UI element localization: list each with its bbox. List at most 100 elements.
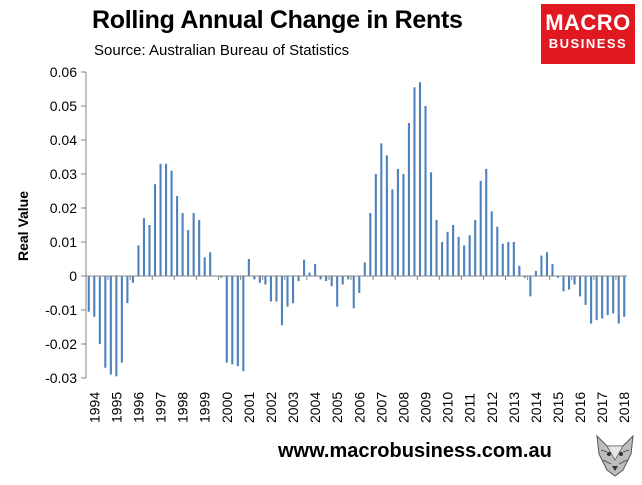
bar: [220, 276, 223, 278]
y-tick-label: 0: [69, 268, 77, 284]
bar: [551, 264, 554, 276]
bar: [507, 242, 510, 276]
x-tick-label: 2015: [550, 392, 566, 423]
bar: [479, 180, 482, 276]
bar: [98, 276, 101, 344]
bar: [264, 276, 267, 285]
x-tick-label: 1999: [197, 392, 213, 423]
bar: [291, 276, 295, 304]
fox-icon: [593, 430, 637, 480]
bar: [540, 255, 543, 276]
bar: [567, 276, 571, 290]
y-tick-label: 0.01: [50, 234, 77, 250]
bar: [131, 276, 134, 283]
bar: [225, 276, 228, 363]
bar: [358, 276, 361, 293]
x-tick-label: 2004: [307, 392, 323, 423]
y-tick-label: -0.02: [45, 336, 77, 352]
bar: [247, 259, 250, 276]
bar: [374, 174, 377, 276]
y-axis: 0.06 0.05 0.04 0.03 0.02 0.01 0 -0.01 -0.02 -0.03: [45, 64, 87, 386]
bar: [534, 270, 537, 276]
bar: [545, 252, 549, 276]
bar: [170, 170, 173, 276]
bar: [159, 163, 162, 276]
website-url[interactable]: www.macrobusiness.com.au: [278, 440, 552, 462]
bar: [452, 225, 455, 276]
logo-text-business: BUSINESS: [548, 36, 628, 51]
x-tick-label: 2006: [351, 392, 367, 423]
bar: [192, 213, 195, 276]
x-tick-label: 2003: [285, 392, 301, 423]
bar: [308, 272, 311, 276]
bar: [385, 155, 388, 276]
bar: [396, 168, 399, 276]
bar: [242, 276, 245, 372]
y-tick-label: 0.03: [50, 166, 77, 182]
bar: [573, 276, 576, 285]
bar: [303, 259, 306, 276]
bar: [352, 276, 355, 309]
bar: [485, 168, 488, 276]
bar: [93, 276, 96, 317]
bar: [496, 226, 499, 276]
x-tick-label: 2013: [506, 392, 522, 423]
page-title: Rolling Annual Change in Rents: [92, 6, 463, 34]
y-tick-label: -0.03: [45, 370, 77, 386]
bar: [275, 276, 278, 302]
bar: [231, 276, 234, 365]
bar-series: [87, 82, 626, 377]
x-tick-label: 2001: [241, 392, 257, 423]
bar: [424, 106, 427, 276]
bar: [330, 276, 333, 287]
bar: [341, 276, 344, 285]
bar: [584, 276, 587, 305]
bar: [280, 276, 284, 326]
bar: [380, 143, 383, 276]
bar: [601, 276, 604, 319]
bar: [413, 87, 416, 276]
x-tick-label: 2010: [440, 392, 456, 423]
source-note: Source: Australian Bureau of Statistics: [94, 42, 350, 59]
bar: [457, 236, 460, 276]
bar: [181, 213, 184, 276]
bar: [176, 196, 179, 276]
bar: [325, 276, 328, 282]
bar: [501, 243, 504, 276]
x-tick-label: 2012: [484, 392, 500, 423]
x-tick-label: 2007: [373, 392, 389, 423]
bar: [187, 230, 190, 276]
x-tick-label: 2008: [395, 392, 411, 423]
bar: [319, 276, 322, 280]
bar: [579, 276, 582, 297]
bar: [523, 276, 526, 278]
x-tick-label: 2016: [572, 392, 588, 423]
y-tick-label: 0.06: [50, 64, 77, 80]
bar: [435, 219, 438, 276]
macrobusiness-logo[interactable]: MACRO BUSINESS: [541, 4, 635, 64]
x-axis: 1994 1995 1996 1997 1998 1999 2000 2001 2002 2003…: [85, 275, 632, 423]
bar: [590, 276, 593, 324]
bar: [148, 225, 151, 276]
bar: [490, 211, 493, 276]
bar: [109, 276, 112, 375]
logo-text-macro: MACRO: [545, 10, 631, 35]
y-tick-label: 0.05: [50, 98, 77, 114]
x-tick-label: 1996: [130, 392, 146, 423]
bar: [104, 276, 107, 368]
x-tick-label: 1998: [175, 392, 191, 423]
y-tick-label: 0.04: [50, 132, 77, 148]
bar: [418, 82, 422, 276]
bar: [391, 189, 394, 276]
y-tick-label: 0.02: [50, 200, 77, 216]
bar: [258, 276, 261, 283]
x-tick-label: 2018: [616, 392, 632, 423]
bar: [369, 213, 372, 276]
x-tick-label: 2017: [594, 392, 610, 423]
bar: [529, 276, 532, 297]
bar: [253, 276, 256, 280]
x-tick-label: 1994: [86, 392, 102, 423]
bar: [518, 265, 521, 276]
x-tick-label: 2000: [219, 392, 235, 423]
bar: [446, 231, 449, 276]
